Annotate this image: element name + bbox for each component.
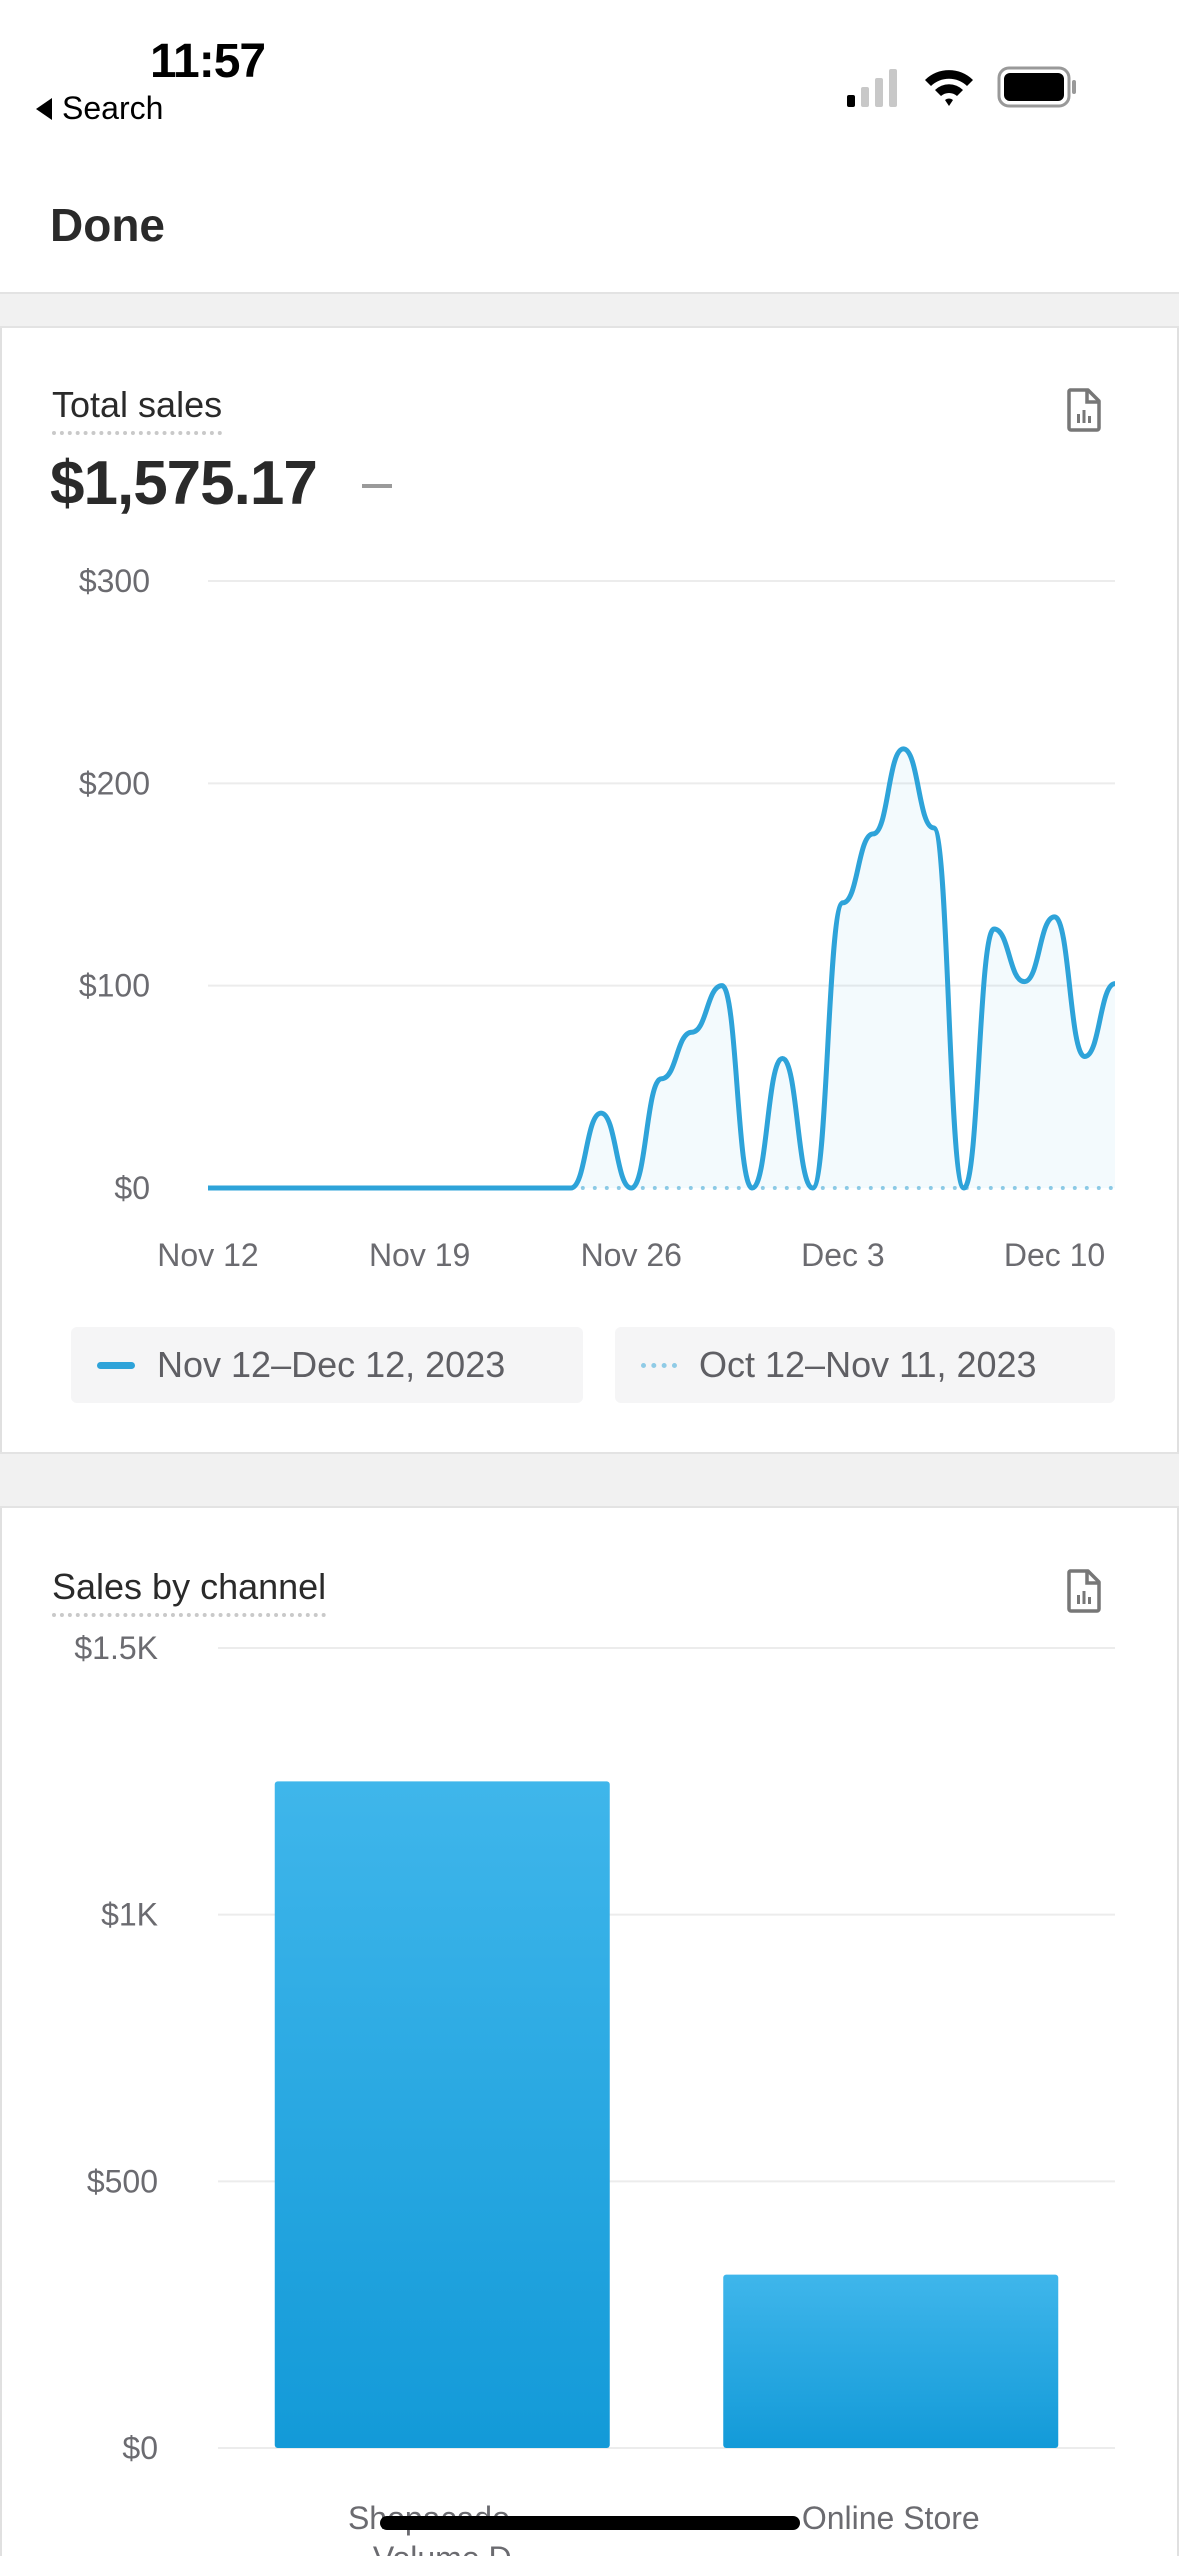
done-button[interactable]: Done xyxy=(50,199,165,251)
status-time: 11:57 xyxy=(150,35,266,88)
y-tick-label: $1K xyxy=(101,1897,158,1933)
y-tick-label: $500 xyxy=(87,2163,158,2199)
y-tick-label: $0 xyxy=(114,1170,150,1206)
back-arrow-icon xyxy=(36,97,52,120)
x-tick-label: Nov 12 xyxy=(157,1237,258,1273)
legend-previous-period[interactable]: Oct 12–Nov 11, 2023 xyxy=(615,1327,1115,1403)
home-indicator[interactable] xyxy=(380,2516,800,2530)
battery-icon xyxy=(997,66,1076,108)
x-tick-label: Nov 26 xyxy=(581,1237,682,1273)
y-tick-label: $200 xyxy=(79,765,150,801)
section-divider xyxy=(0,292,1179,328)
x-category-label: Online Store xyxy=(802,2500,980,2536)
y-tick-label: $1.5K xyxy=(74,1630,158,1666)
legend-current-period[interactable]: Nov 12–Dec 12, 2023 xyxy=(71,1327,583,1403)
current-series-area xyxy=(208,748,1115,1188)
x-tick-label: Dec 10 xyxy=(1004,1237,1105,1273)
wifi-icon xyxy=(925,70,973,106)
current-series-line xyxy=(208,746,1116,1191)
total-sales-card xyxy=(0,328,1179,1452)
x-tick-label: Dec 3 xyxy=(801,1237,885,1273)
sales-by-channel-bar-chart: $0$500$1K$1.5KShopacado –Volume DOnline … xyxy=(74,1630,1115,2556)
bar-1 xyxy=(723,2274,1059,2448)
bar-0 xyxy=(274,1781,610,2448)
total-sales-line-chart: $0 $100 $200 $300 Nov 12 Nov 19 Nov 26 Dec 3 Dec… xyxy=(79,563,1117,1273)
status-icons xyxy=(845,66,1079,108)
solid-line-icon xyxy=(97,1361,135,1369)
report-icon[interactable] xyxy=(1066,387,1102,433)
dotted-line-icon xyxy=(641,1362,677,1368)
x-tick-label: Nov 19 xyxy=(369,1237,470,1273)
y-tick-label: $0 xyxy=(122,2430,158,2466)
legend-label: Oct 12–Nov 11, 2023 xyxy=(699,1344,1037,1385)
legend-label: Nov 12–Dec 12, 2023 xyxy=(157,1344,506,1385)
total-sales-title[interactable]: Total sales xyxy=(52,384,223,435)
report-icon[interactable] xyxy=(1066,1568,1102,1614)
y-tick-label: $100 xyxy=(79,968,150,1004)
section-divider xyxy=(0,1452,1179,1508)
total-sales-value: $1,575.17 xyxy=(50,449,318,518)
sales-by-channel-title[interactable]: Sales by channel xyxy=(52,1566,327,1617)
y-tick-label: $300 xyxy=(79,563,150,599)
comparison-dash xyxy=(362,484,392,488)
signal-icon xyxy=(847,69,897,107)
back-label: Search xyxy=(62,90,164,126)
back-to-search-button[interactable]: Search xyxy=(36,90,163,127)
